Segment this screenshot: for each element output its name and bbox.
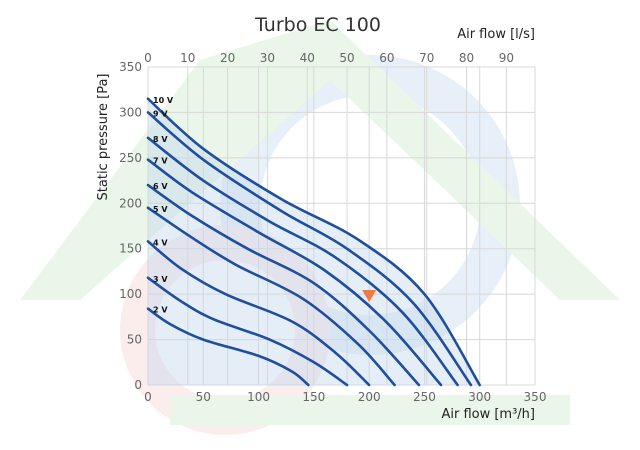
x2-tick-label: 50 — [339, 51, 354, 65]
x-tick-label: 100 — [247, 390, 270, 404]
curve-label: 6 V — [153, 182, 168, 191]
y-tick-label: 0 — [134, 378, 142, 392]
x2-axis-ticks: 0 10 20 30 40 50 60 70 80 90 — [144, 51, 514, 65]
chart-title: Turbo EC 100 — [254, 14, 381, 36]
y-axis-label: Static pressure [Pa] — [96, 74, 111, 201]
curve-4v — [146, 240, 371, 387]
operating-point-marker — [362, 289, 377, 302]
grid — [147, 66, 536, 386]
y-tick-label: 300 — [119, 105, 142, 119]
curve-label: 9 V — [153, 109, 168, 118]
curve-labels: 2 V 3 V 4 V 5 V 6 V 7 V 8 V 9 V 10 V — [153, 96, 174, 315]
x-axis-ticks: 0 50 100 150 200 250 300 350 — [144, 390, 546, 404]
curve-3v — [146, 276, 349, 387]
curve-8v — [146, 136, 459, 387]
curve-10v — [146, 97, 481, 387]
curve-label: 2 V — [153, 306, 168, 315]
x2-tick-label: 40 — [300, 51, 315, 65]
curve-2v — [146, 307, 310, 387]
x2-tick-label: 70 — [419, 51, 434, 65]
x2-tick-label: 60 — [379, 51, 394, 65]
x-tick-label: 50 — [196, 390, 211, 404]
x-tick-label: 350 — [524, 390, 547, 404]
curve-6v — [146, 183, 421, 387]
x2-tick-label: 0 — [144, 51, 152, 65]
curve-label: 10 V — [153, 96, 174, 105]
x-tick-label: 250 — [413, 390, 436, 404]
curve-label: 4 V — [153, 238, 168, 247]
x2-tick-label: 90 — [499, 51, 514, 65]
curve-9v — [146, 111, 473, 387]
curve-label: 8 V — [153, 135, 168, 144]
y-tick-label: 200 — [119, 196, 142, 210]
y-tick-label: 150 — [119, 242, 142, 256]
y-tick-label: 50 — [127, 333, 142, 347]
x2-axis-label: Air flow [l/s] — [457, 27, 535, 42]
curve-7v — [146, 158, 443, 387]
curve-label: 5 V — [153, 205, 168, 214]
curve-label: 7 V — [153, 157, 168, 166]
curve-5v — [146, 206, 396, 387]
x2-tick-label: 30 — [260, 51, 275, 65]
y-tick-label: 250 — [119, 151, 142, 165]
background-logo — [20, 20, 620, 435]
curves — [146, 97, 481, 387]
x2-tick-label: 10 — [180, 51, 195, 65]
y-tick-label: 350 — [119, 60, 142, 74]
x2-tick-label: 20 — [220, 51, 235, 65]
y-axis-ticks: 0 50 100 150 200 250 300 350 — [119, 60, 142, 392]
x-tick-label: 150 — [302, 390, 325, 404]
x-tick-label: 300 — [468, 390, 491, 404]
y-tick-label: 100 — [119, 287, 142, 301]
x2-tick-label: 80 — [459, 51, 474, 65]
x-axis-label: Air flow [m³/h] — [441, 407, 535, 422]
operating-area — [148, 98, 480, 386]
x-tick-label: 200 — [358, 390, 381, 404]
x-tick-label: 0 — [144, 390, 152, 404]
curve-label: 3 V — [153, 275, 168, 284]
